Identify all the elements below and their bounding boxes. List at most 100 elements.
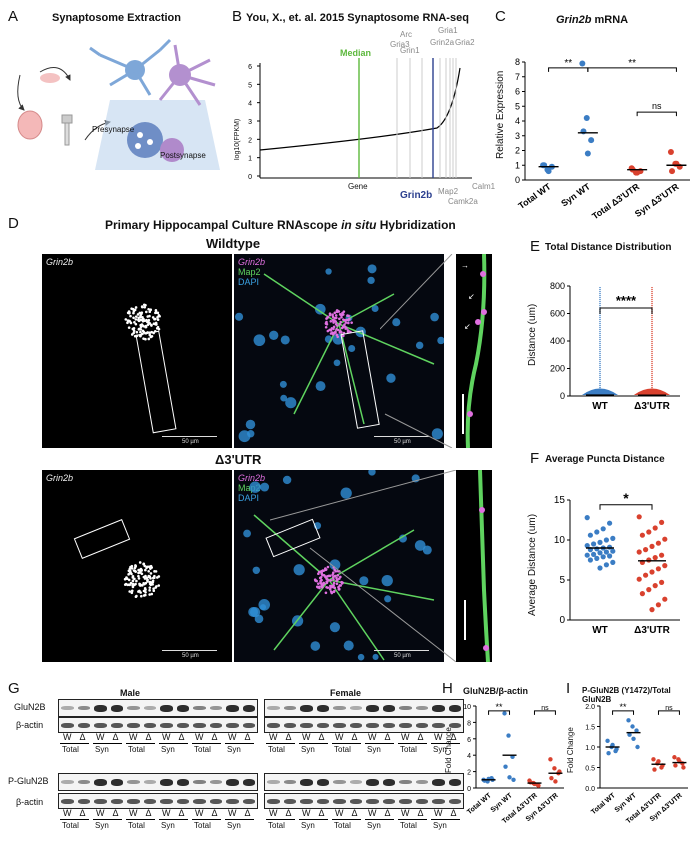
blot-band (399, 780, 412, 784)
wt-grin2b-punctum (146, 320, 149, 324)
h-data-point (482, 778, 487, 783)
utr-grin2b-punctum (147, 565, 151, 569)
wt-dendrite-inset: → ↙ ↙ (456, 254, 492, 448)
blot-band (432, 722, 445, 728)
g-row-actin-2: β-actin (16, 797, 44, 807)
panel-label-i: I (566, 680, 571, 697)
c-category-label: Total WT (516, 181, 553, 211)
wt-merge-punctum (343, 319, 347, 322)
panel-label-h: H (442, 680, 453, 697)
utr-merge-punctum (340, 580, 343, 584)
c-title-suffix: mRNA (591, 14, 629, 26)
utr-grin2b-punctum (140, 572, 144, 576)
blot-band (94, 798, 107, 804)
blot-band (333, 706, 346, 710)
h-ytick-label: 10 (463, 704, 471, 711)
blot-band (415, 706, 428, 710)
wt-grin2b-punctum (134, 315, 138, 318)
dapi-nucleus (414, 540, 426, 551)
lane-group-label: Syn (161, 821, 175, 830)
wt-grin2b-punctum (127, 326, 131, 329)
h-data-point (507, 775, 512, 780)
dapi-nucleus (282, 475, 292, 485)
utr-grin2b-punctum (128, 583, 131, 587)
blot-band (193, 706, 206, 710)
blot-band (267, 722, 280, 728)
dapi-nucleus (340, 487, 352, 499)
c-data-point (584, 150, 591, 157)
panel-b-chart: 6 5 4 3 2 1 0 (248, 58, 472, 181)
e-ylabel: Distance (um) (527, 303, 538, 367)
wt-zoom-lines (380, 254, 453, 448)
blot-band (143, 706, 156, 710)
blot-band (349, 722, 362, 728)
wt-merge-dapi-label: DAPI (238, 277, 260, 287)
h-data-point (536, 783, 541, 788)
blot-strip (264, 793, 464, 809)
f-ytick-label: 15 (554, 495, 566, 506)
lane-label-wt: W (335, 732, 344, 742)
blot-band (333, 780, 346, 784)
f-data-point (649, 607, 655, 613)
f-data-point (639, 591, 645, 597)
dapi-nucleus (315, 381, 326, 392)
i-data-point (635, 744, 640, 750)
f-data-point (587, 557, 593, 563)
wt-grin2b-punctum (147, 322, 151, 326)
lane-label-wt: W (335, 808, 344, 818)
svg-text:↙: ↙ (464, 322, 471, 331)
utr-grin2b-punctum (130, 589, 134, 593)
wt-grin2b-punctum (138, 334, 142, 337)
i-category-label: Total WT (590, 792, 617, 816)
utr-grin2b-punctum (131, 574, 135, 578)
f-data-point (591, 551, 597, 557)
wt-grin2b-punctum (156, 311, 159, 315)
lane-group-label: Syn (433, 745, 447, 754)
panel-b-title: You, X., et. al. 2015 Synaptosome RNA-se… (246, 12, 469, 24)
h-data-point (553, 779, 558, 784)
utr-merge-punctum (324, 575, 327, 578)
utr-merge-punctum (335, 576, 338, 580)
blot-band (283, 706, 296, 710)
f-sig: * (623, 490, 629, 506)
utr-merge-punctum (326, 565, 330, 569)
wt-merge-punctum (334, 322, 338, 326)
f-data-point (594, 529, 600, 535)
blot-strip (264, 717, 464, 733)
wt-merge-punctum (334, 314, 338, 317)
f-data-point (639, 532, 645, 538)
utr-grin2b-punctum (129, 581, 133, 585)
wt-merge-map2-label: Map2 (238, 267, 261, 277)
e-sig-bracket (599, 307, 653, 314)
i-sig-bracket-1 (612, 710, 635, 715)
lane-label-delta: Δ (112, 808, 119, 818)
dapi-nucleus (392, 318, 401, 327)
f-data-point (594, 555, 600, 561)
h-data-point (552, 766, 557, 771)
d-wildtype-title: Wildtype (206, 236, 261, 251)
i-data-point (652, 767, 657, 772)
utr-grin2b-punctum (133, 577, 136, 581)
wt-merge-punctum (347, 318, 350, 322)
utr-grin2b-punctum (148, 575, 152, 578)
utr-merge-punctum (332, 589, 336, 593)
lane-group-label: Total (268, 745, 285, 754)
wt-grin2b-punctum (155, 323, 158, 326)
e-category-label: Δ3'UTR (634, 401, 670, 412)
panel-d-title: Primary Hippocampal Culture RNAscope in … (105, 218, 456, 232)
presynapse-illustration (127, 122, 163, 158)
lane-label-delta: Δ (285, 732, 292, 742)
postsynapse-label: Postsynapse (160, 151, 206, 160)
utr-grin2b-punctum (127, 569, 131, 573)
e-ytick-label: 400 (550, 336, 565, 346)
blot-band (349, 780, 362, 784)
lane-group-label: Total (128, 821, 145, 830)
wt-merge-punctum (331, 332, 335, 336)
wt-merged-micrograph: Grin2b Map2 DAPI 50 µm (234, 254, 444, 448)
utr-merge-punctum (329, 586, 332, 589)
dapi-nucleus (386, 373, 396, 383)
utr-merge-punctum (339, 584, 342, 587)
f-data-point (662, 563, 668, 569)
h-ytick-label: 6 (467, 737, 471, 744)
dapi-nucleus (252, 566, 261, 574)
